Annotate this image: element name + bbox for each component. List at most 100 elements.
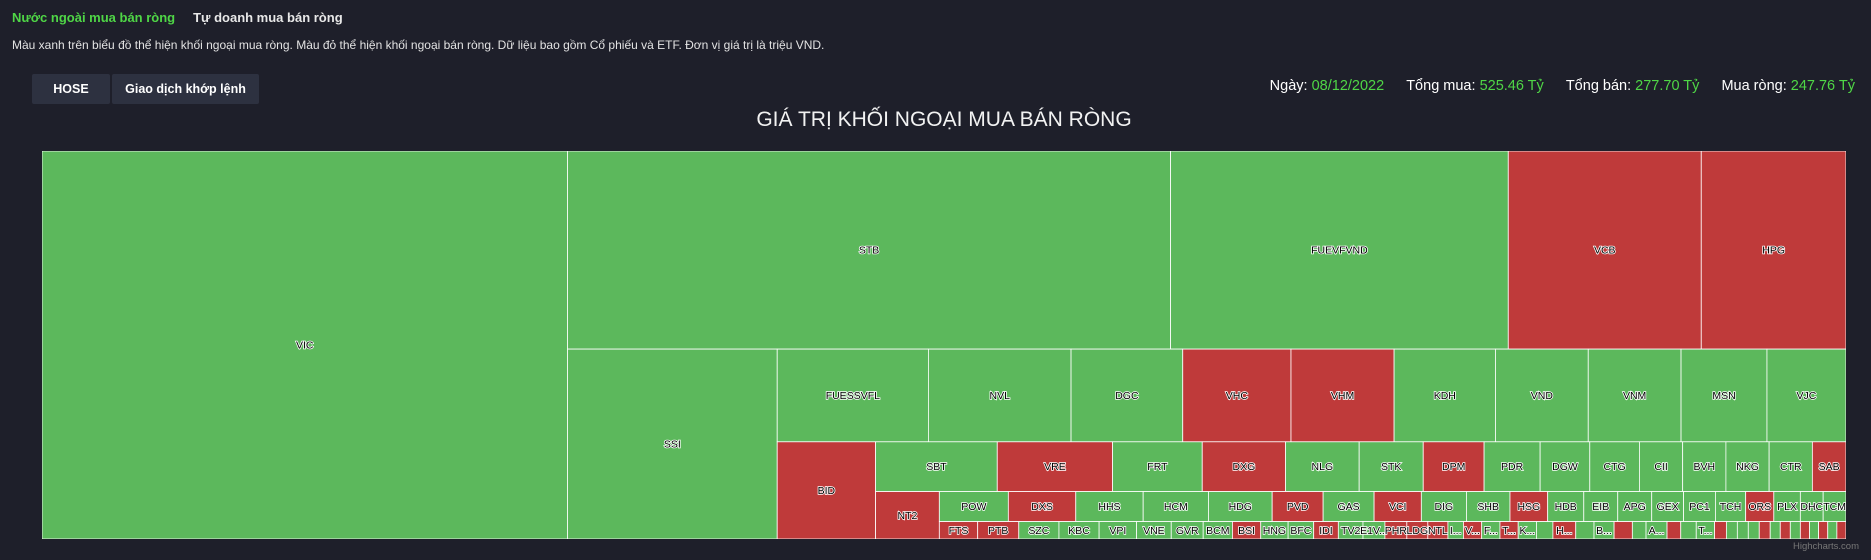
treemap-cell-small[interactable] [1809, 521, 1820, 539]
treemap-cell-ctg[interactable] [1589, 441, 1640, 492]
treemap-label-apg: APG [1624, 501, 1646, 513]
sell-value: 277.70 Tỷ [1635, 78, 1700, 94]
treemap-cell-small[interactable] [1536, 521, 1554, 539]
treemap-label-kbc: KBC [1068, 525, 1090, 537]
tab-foreign-net[interactable]: Nước ngoài mua bán ròng [12, 10, 176, 25]
treemap-label-bid: BID [818, 485, 836, 497]
treemap-cell-nt2[interactable] [875, 491, 940, 539]
treemap-cell-pvd[interactable] [1271, 491, 1324, 522]
treemap-label-h: H... [1556, 525, 1572, 537]
treemap-label-eib: EIB [1592, 501, 1609, 513]
treemap-cell-stb[interactable] [567, 151, 1171, 350]
treemap-label-hhs: HHS [1098, 501, 1120, 513]
treemap-label-dxs: DXS [1031, 501, 1053, 513]
treemap-cell-small[interactable] [1789, 521, 1801, 539]
treemap-label-vcb: VCB [1594, 245, 1616, 257]
treemap-label-sbt: SBT [926, 461, 947, 473]
treemap-label-vci: VCI [1389, 501, 1407, 513]
treemap-cell-small[interactable] [1799, 521, 1810, 539]
treemap-cell-msn[interactable] [1680, 348, 1768, 443]
treemap-label-t: T... [1698, 525, 1712, 537]
treemap-label-bfc: BFC [1290, 525, 1311, 537]
treemap-cell-cii[interactable] [1639, 441, 1684, 492]
treemap-cell-bid[interactable] [776, 441, 876, 539]
treemap-label-vjc: VJC [1797, 390, 1817, 402]
highcharts-credit[interactable]: Highcharts.com [1793, 541, 1859, 552]
treemap-cell-sab[interactable] [1811, 441, 1846, 492]
treemap-cell-small[interactable] [1836, 521, 1846, 539]
treemap-label-pvd: PVD [1287, 501, 1309, 513]
treemap-cell-small[interactable] [1736, 521, 1749, 539]
treemap-cell-small[interactable] [1779, 521, 1791, 539]
treemap-cell-small[interactable] [1666, 521, 1682, 539]
exchange-button[interactable]: HOSE [32, 74, 110, 104]
treemap-cell-nvl[interactable] [928, 348, 1072, 443]
tab-bar: Nước ngoài mua bán ròng Tự doanh mua bán… [12, 10, 343, 32]
treemap-label-gex: GEX [1657, 501, 1679, 513]
treemap-label-v: V... [1465, 525, 1480, 537]
treemap-cell-plx[interactable] [1773, 491, 1801, 522]
treemap-label-hng: HNG [1263, 525, 1286, 537]
treemap-cell-ctr[interactable] [1768, 441, 1813, 492]
treemap-label-dgc: DGC [1115, 390, 1139, 402]
treemap-label-dxg: DXG [1232, 461, 1255, 473]
treemap-label-tv2: TV2 [1341, 525, 1360, 537]
treemap-cell-vre[interactable] [996, 441, 1113, 492]
treemap-cell-dxs[interactable] [1007, 491, 1077, 522]
treemap-cell-pow[interactable] [938, 491, 1009, 522]
treemap-cell-vic[interactable] [42, 151, 568, 539]
description: Màu xanh trên biểu đồ thể hiện khối ngoạ… [12, 38, 825, 52]
treemap-label-gas: GAS [1338, 501, 1360, 513]
treemap-label-kdh: KDH [1434, 390, 1456, 402]
treemap-cell-vhc[interactable] [1182, 348, 1292, 443]
summary-stats: Ngày: 08/12/2022 Tổng mua: 525.46 Tỷ Tổn… [1270, 78, 1855, 94]
treemap-cell-dxg[interactable] [1201, 441, 1286, 492]
treemap-cell-small[interactable] [1769, 521, 1781, 539]
treemap-chart: VIC STB FUEVFVND VCB HPG SSI FUESSVFL NVL DGC VHC… [42, 151, 1846, 539]
tab-proprietary-net[interactable]: Tự doanh mua bán ròng [193, 10, 343, 25]
treemap-label-vhm: VHM [1331, 390, 1354, 402]
treemap-label-tcm: TCM [1823, 501, 1846, 513]
treemap-cell-hpg[interactable] [1700, 151, 1846, 350]
treemap-label-vnm: VNM [1623, 390, 1646, 402]
treemap-label-hdg: HDG [1229, 501, 1252, 513]
treemap-cell-vcb[interactable] [1507, 151, 1702, 350]
treemap-cell-nkg[interactable] [1725, 441, 1770, 492]
treemap-cell-kdh[interactable] [1393, 348, 1496, 443]
treemap-label-ptb: PTB [988, 525, 1008, 537]
trade-type-button[interactable]: Giao dịch khớp lệnh [112, 74, 259, 104]
treemap-cell-sbt[interactable] [875, 441, 998, 492]
treemap-cell-dpm[interactable] [1422, 441, 1485, 492]
treemap-cell-small[interactable] [1725, 521, 1738, 539]
treemap-cell-small[interactable] [1747, 521, 1760, 539]
treemap-cell-vnm[interactable] [1587, 348, 1682, 443]
treemap-cell-dgc[interactable] [1070, 348, 1184, 443]
treemap-label-hsg: HSG [1517, 501, 1540, 513]
treemap-cell-small[interactable] [1714, 521, 1727, 539]
treemap-label-f: F... [1484, 525, 1498, 537]
treemap-label-msn: MSN [1712, 390, 1735, 402]
treemap-cell-small[interactable] [1827, 521, 1838, 539]
treemap-cell-small[interactable] [1818, 521, 1829, 539]
treemap-cell-small[interactable] [1631, 521, 1647, 539]
treemap-cell-vnd[interactable] [1495, 348, 1589, 443]
treemap-label-sab: SAB [1819, 461, 1840, 473]
treemap-cell-hdg[interactable] [1208, 491, 1273, 522]
treemap-cell-small[interactable] [1680, 521, 1697, 539]
treemap-cell-small[interactable] [1758, 521, 1771, 539]
treemap-cell-stk[interactable] [1358, 441, 1424, 492]
treemap-label-fuevfvnd: FUEVFVND [1311, 245, 1368, 257]
treemap-cell-small[interactable] [1613, 521, 1633, 539]
treemap-label-b: B... [1596, 525, 1612, 537]
treemap-cell-vjc[interactable] [1766, 348, 1846, 443]
treemap-cell-pc1[interactable] [1683, 491, 1716, 522]
treemap-cell-small[interactable] [1575, 521, 1595, 539]
treemap-cell-hcm[interactable] [1142, 491, 1209, 522]
treemap-label-phr: PHR [1385, 525, 1408, 537]
treemap-cell-fuessvfl[interactable] [776, 348, 929, 443]
treemap-label-dhc: DHC [1800, 501, 1823, 513]
treemap-label-i: I... [1450, 525, 1462, 537]
treemap-cell-nlg[interactable] [1285, 441, 1360, 492]
treemap-label-shb: SHB [1477, 501, 1499, 513]
treemap-label-frt: FRT [1147, 461, 1168, 473]
